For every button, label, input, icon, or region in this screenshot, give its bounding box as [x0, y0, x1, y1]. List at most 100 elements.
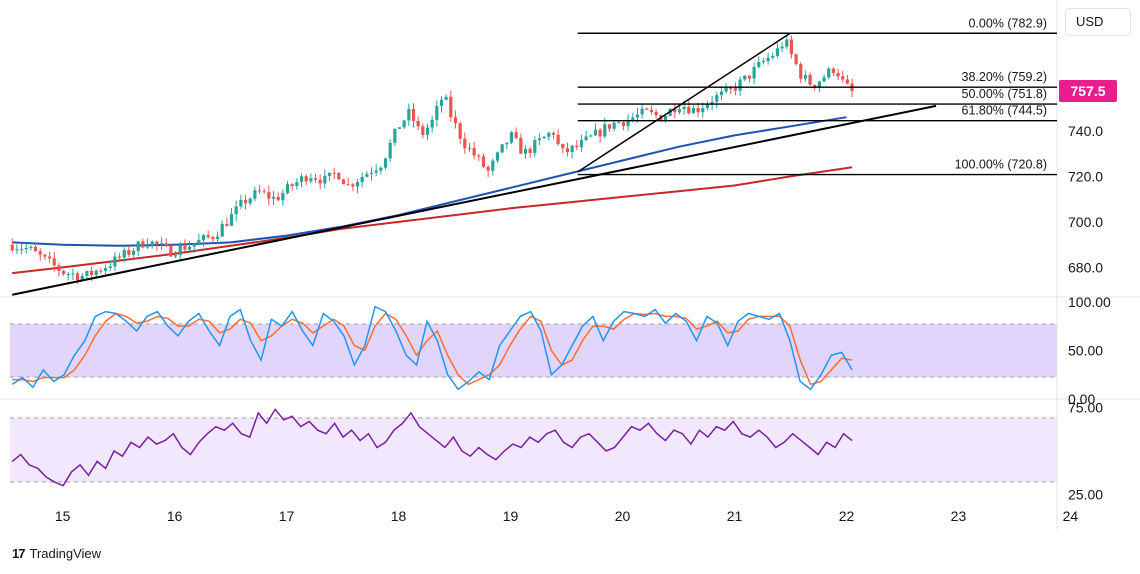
price-y-tick-label: 700.0: [1068, 214, 1103, 230]
candle-body: [747, 75, 752, 79]
candle-body: [374, 170, 378, 173]
currency-selector[interactable]: USD: [1065, 8, 1131, 36]
candlesticks: [10, 35, 854, 284]
candle-body: [542, 136, 546, 139]
candle-body: [808, 75, 812, 85]
candle-body: [411, 108, 416, 121]
x-tick-label: 15: [55, 508, 71, 524]
candle-body: [523, 148, 528, 154]
candle-body: [206, 235, 210, 238]
candle-body: [710, 101, 714, 105]
candle-body: [108, 266, 112, 268]
candle-body: [514, 132, 518, 138]
candle-body: [836, 72, 840, 77]
candle-body: [155, 241, 159, 245]
fib-level-label: 61.80% (744.5): [962, 104, 1047, 118]
candle-body: [439, 99, 444, 107]
candle-body: [803, 75, 808, 79]
candle-body: [47, 256, 52, 259]
candle-body: [477, 155, 481, 157]
candle-body: [645, 108, 649, 110]
trendline-channel: [577, 32, 791, 173]
candle-body: [435, 106, 439, 120]
rsi-line-path: [11, 408, 853, 487]
candle-body: [355, 182, 360, 187]
stochastic-band: [10, 323, 1057, 378]
ema-fast-line: [12, 116, 847, 247]
x-tick-label: 24: [1063, 508, 1079, 524]
candle-body: [33, 246, 38, 252]
price-y-tick-label: 720.0: [1068, 168, 1103, 184]
x-tick-label: 19: [503, 508, 519, 524]
tradingview-brand[interactable]: 17 TradingView: [12, 546, 101, 561]
candle-body: [285, 184, 290, 194]
x-tick-label: 21: [727, 508, 743, 524]
candle-body: [827, 68, 831, 78]
x-tick-label: 22: [839, 508, 855, 524]
candle-body: [173, 255, 178, 257]
candle-body: [421, 126, 425, 135]
moving-averages: [12, 116, 853, 275]
candle-body: [491, 160, 495, 171]
candle-body: [472, 147, 476, 156]
candle-body: [598, 129, 602, 137]
candle-body: [691, 108, 696, 114]
candle-body: [677, 109, 682, 113]
candle-body: [607, 124, 612, 129]
candle-body: [626, 119, 630, 126]
candle-body: [701, 108, 705, 113]
candle-body: [85, 270, 89, 276]
candle-body: [533, 139, 537, 154]
candle-body: [57, 265, 61, 271]
candle-body: [481, 156, 486, 167]
candle-body: [402, 120, 406, 128]
candle-body: [612, 122, 616, 129]
price-y-tick-label: 680.0: [1068, 259, 1103, 275]
rsi-line: [11, 408, 853, 487]
x-tick-label: 23: [951, 508, 967, 524]
candle-body: [281, 193, 285, 201]
candle-body: [593, 129, 598, 136]
candle-body: [99, 270, 103, 272]
candle-body: [621, 122, 626, 126]
candle-body: [841, 76, 845, 80]
candle-body: [509, 132, 514, 143]
candle-body: [318, 179, 322, 184]
candle-body: [467, 147, 472, 149]
candle-body: [519, 137, 523, 154]
candle-body: [752, 67, 756, 79]
candle-body: [131, 250, 136, 255]
candle-body: [80, 275, 84, 281]
rsi-y-tick-label: 25.00: [1068, 486, 1103, 502]
candle-body: [449, 96, 453, 118]
candle-body: [738, 79, 742, 91]
last-price-badge: 757.5: [1059, 80, 1117, 103]
candle-body: [570, 145, 574, 153]
trendlines[interactable]: [12, 32, 937, 296]
candle-body: [631, 117, 635, 120]
candle-body: [220, 224, 224, 237]
candle-body: [239, 200, 243, 207]
candle-body: [369, 172, 374, 175]
tradingview-logo-icon: 17: [12, 546, 26, 561]
candle-body: [817, 81, 822, 88]
candle-body: [150, 241, 154, 246]
candle-body: [444, 96, 448, 100]
rsi-band-fill: [10, 418, 1057, 482]
candle-body: [332, 172, 336, 174]
candle-body: [327, 172, 332, 176]
candle-body: [589, 135, 593, 137]
candle-body: [813, 84, 817, 88]
candle-body: [649, 109, 654, 112]
candle-body: [127, 249, 131, 255]
candle-body: [225, 224, 229, 226]
candle-body: [215, 236, 220, 240]
candle-body: [24, 247, 28, 250]
candle-body: [346, 184, 350, 186]
candle-body: [831, 68, 836, 73]
fib-level-label: 38.20% (759.2): [962, 70, 1047, 84]
fibonacci-retracement[interactable]: 0.00% (782.9) 38.20% (759.2) 50.00% (751.8…: [577, 16, 1057, 176]
candle-body: [145, 245, 150, 248]
candle-body: [635, 114, 640, 118]
